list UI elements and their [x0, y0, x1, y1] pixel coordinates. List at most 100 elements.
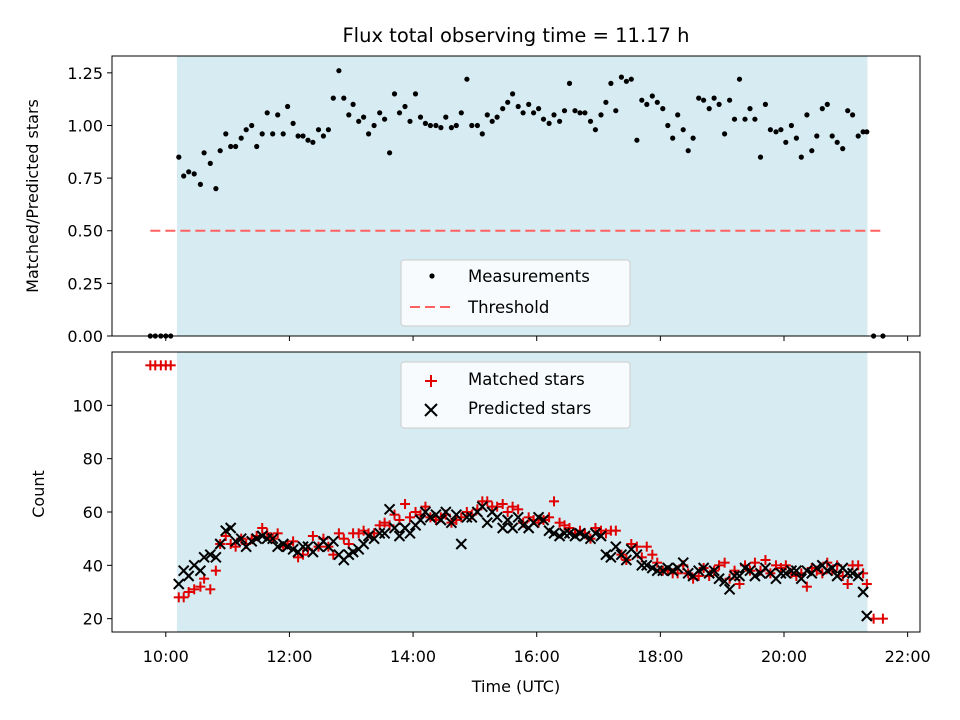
matched-star-point	[502, 507, 513, 517]
matched-star-point	[210, 565, 221, 576]
measurement-point	[448, 125, 454, 131]
predicted-star-stroke	[631, 548, 643, 561]
predicted-star-point	[558, 527, 571, 540]
predicted-star-stroke	[615, 548, 628, 561]
predicted-star-point	[780, 567, 792, 580]
bottom-y-tick-label: 60	[83, 503, 103, 522]
predicted-star-stroke	[188, 559, 200, 572]
predicted-star-point	[393, 530, 406, 542]
predicted-star-stroke	[173, 578, 185, 590]
matched-star-point	[183, 587, 194, 597]
measurement-point	[305, 137, 311, 143]
matched-star-point	[714, 560, 725, 571]
measurement-point	[223, 131, 229, 137]
predicted-star-point	[327, 535, 340, 548]
measurement-point	[259, 131, 265, 137]
measurement-point	[727, 97, 733, 103]
measurement-point	[290, 120, 296, 126]
measurement-point	[660, 106, 666, 112]
matched-star-point	[257, 523, 268, 533]
matched-star-point	[165, 360, 176, 371]
measurement-point	[742, 116, 748, 122]
measurement-point	[639, 97, 645, 103]
measurement-point	[285, 103, 291, 110]
measurement-point	[561, 108, 568, 114]
measurement-point	[546, 120, 552, 126]
predicted-star-stroke	[224, 522, 237, 534]
predicted-star-point	[846, 567, 859, 580]
measurement-point	[855, 133, 861, 139]
predicted-star-stroke	[506, 522, 519, 534]
predicted-star-stroke	[383, 503, 396, 516]
predicted-star-stroke	[271, 540, 284, 553]
measurement-point	[788, 122, 795, 129]
predicted-star-stroke	[543, 524, 555, 537]
matched-star-point	[288, 536, 299, 547]
measurement-point	[341, 95, 347, 101]
x-tick-label: 10:00	[143, 647, 189, 666]
predicted-star-stroke	[811, 562, 823, 574]
measurement-point	[238, 135, 244, 141]
predicted-star-point	[785, 564, 798, 577]
predicted-star-stroke	[267, 532, 279, 545]
top-y-tick-label: 0.00	[67, 327, 103, 346]
measurement-point	[412, 91, 419, 97]
measurement-point	[845, 108, 851, 114]
top-x-ticks	[165, 336, 909, 341]
matched-star-point	[549, 496, 560, 507]
matched-star-point	[389, 509, 400, 520]
predicted-star-point	[297, 540, 309, 553]
measurement-point	[819, 106, 825, 112]
predicted-star-point	[506, 522, 519, 534]
predicted-star-point	[455, 538, 467, 550]
measurement-point	[515, 103, 521, 110]
matched-star-point	[195, 581, 206, 592]
predicted-star-point	[512, 511, 524, 524]
predicted-star-point	[229, 535, 242, 548]
predicted-star-stroke	[450, 508, 463, 521]
measurement-point	[690, 135, 696, 141]
measurement-point	[814, 133, 820, 139]
matched-star-point	[400, 499, 411, 509]
predicted-star-stroke	[636, 559, 648, 572]
x-tick-label: 14:00	[390, 647, 436, 666]
predicted-star-point	[281, 540, 294, 553]
measurement-point	[701, 97, 707, 103]
predicted-star-stroke	[861, 610, 873, 622]
predicted-star-stroke	[357, 538, 370, 550]
predicted-star-point	[852, 570, 864, 582]
predicted-star-point	[271, 540, 284, 553]
predicted-star-stroke	[445, 516, 458, 529]
predicted-star-stroke	[194, 564, 207, 577]
measurement-point	[722, 131, 728, 137]
predicted-star-point	[563, 527, 576, 540]
measurement-point	[207, 160, 213, 166]
measurement-point	[809, 148, 815, 154]
predicted-star-stroke	[393, 530, 406, 542]
predicted-star-stroke	[733, 570, 746, 582]
matched-star-point	[590, 523, 601, 533]
measurement-point	[387, 150, 393, 156]
top-y-tick-label: 0.50	[67, 222, 103, 241]
measurement-point	[402, 103, 408, 110]
predicted-star-stroke	[250, 532, 263, 545]
matched-star-point	[482, 496, 493, 507]
matched-star-point	[333, 528, 344, 539]
measurement-point	[417, 114, 424, 120]
predicted-star-stroke	[256, 530, 268, 542]
predicted-star-stroke	[548, 527, 560, 540]
predicted-star-stroke	[744, 564, 756, 577]
measurement-point	[736, 76, 743, 82]
measurement-point	[644, 101, 650, 107]
measurement-point	[479, 131, 485, 137]
measurement-point	[458, 110, 464, 116]
measurement-point	[685, 148, 691, 154]
measurement-points	[147, 68, 886, 339]
top-y-ticks: 0.00 0.25 0.50 0.75 1.00 1.25	[67, 64, 112, 346]
measurement-point	[505, 99, 511, 105]
predicted-star-stroke	[759, 562, 772, 574]
predicted-star-stroke	[461, 511, 473, 524]
predicted-star-stroke	[841, 567, 854, 580]
x-tick-label: 22:00	[885, 647, 931, 666]
predicted-star-stroke	[440, 506, 452, 518]
